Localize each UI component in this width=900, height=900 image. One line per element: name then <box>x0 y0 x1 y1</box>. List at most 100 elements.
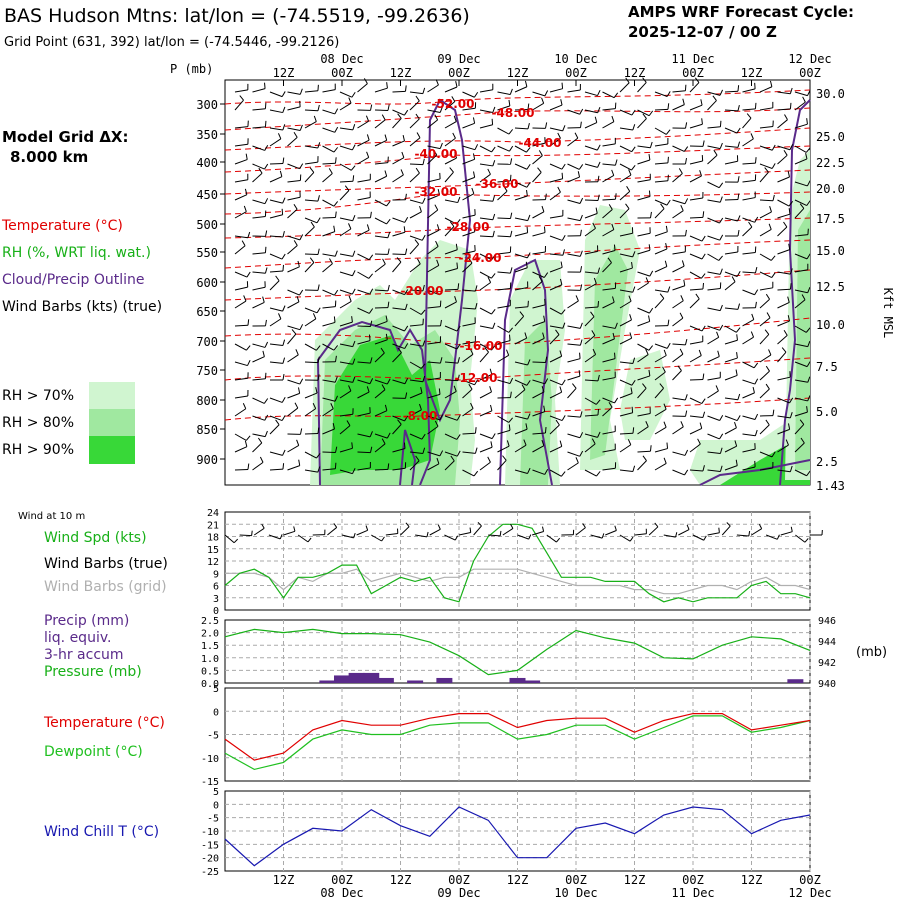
time-tick-label: 12Z <box>273 873 295 887</box>
wind-barb <box>689 411 706 418</box>
surface-wind-barb <box>648 522 659 536</box>
wind-barb <box>374 134 388 147</box>
wind-barb <box>392 347 402 363</box>
wind-barb <box>339 376 356 383</box>
wind-barb <box>777 330 788 345</box>
wind-barb <box>269 253 286 260</box>
wind-barb <box>549 209 564 219</box>
wind-barb <box>322 145 339 153</box>
wind-barb <box>339 163 356 171</box>
wind-barb <box>619 406 634 417</box>
forecast-cycle-label: AMPS WRF Forecast Cycle: <box>628 3 854 21</box>
wind-barb <box>409 284 425 292</box>
time-tick-label: 00Z <box>331 66 353 80</box>
wind-barb <box>462 102 477 111</box>
wind-barb <box>549 440 563 453</box>
wind-barb <box>724 141 741 148</box>
wind-barb <box>794 263 809 273</box>
wind-barb <box>322 126 339 133</box>
surface-wind-barb <box>590 533 605 539</box>
y-tick-label: 0.5 <box>201 666 219 677</box>
wind-barb <box>374 432 391 439</box>
wind-barb <box>514 145 531 153</box>
wind-barb <box>234 205 247 219</box>
wind-barb <box>567 432 584 439</box>
wind-barb <box>514 332 528 345</box>
time-tick-label: 00Z <box>448 873 470 887</box>
wind-barb <box>479 253 496 261</box>
wind-barb <box>374 384 386 399</box>
wind-barb <box>497 267 513 274</box>
wind-barb <box>584 469 601 477</box>
wind-barb <box>514 189 528 201</box>
y-tick-label: 6 <box>213 582 219 593</box>
surface-wind-barb <box>312 529 326 536</box>
wind-barb <box>724 215 741 222</box>
wind-barb <box>549 307 566 315</box>
precip-bar <box>436 677 453 683</box>
wind-barb <box>374 217 391 225</box>
wind-barb <box>549 99 563 111</box>
wind-barb <box>479 343 496 351</box>
precip-bar <box>363 672 380 683</box>
wind-barb <box>479 160 496 167</box>
wind-barb <box>707 304 723 312</box>
wind-barb <box>707 350 720 363</box>
wind-barb <box>567 121 582 129</box>
pressure-unit: (mb) <box>856 645 887 660</box>
wind-barb <box>637 445 652 453</box>
wind-barb <box>462 209 476 219</box>
wind-barb <box>234 463 250 471</box>
wind-barb <box>742 313 755 327</box>
wind-barb <box>549 82 564 93</box>
wind-barb <box>234 403 247 417</box>
cross-section-axes: 300 350 400 450 500 550 600 650 700 750 800 850 900 3… <box>196 52 845 493</box>
wind-barb <box>269 106 286 114</box>
surface-wind-barb <box>678 524 690 536</box>
wind-barb <box>759 349 772 363</box>
wind-barb <box>602 159 618 166</box>
wind-barb <box>357 78 368 93</box>
wind-barb <box>252 437 263 453</box>
wind-barb <box>444 343 461 350</box>
wind-barb <box>252 82 266 93</box>
legend-cloud: Cloud/Precip Outline <box>2 272 145 288</box>
wind-barb <box>724 155 739 165</box>
height-tick-label: 5.0 <box>816 405 838 419</box>
wind-barb <box>374 333 388 345</box>
time-tick-label: 12Z <box>507 873 529 887</box>
wind-barb <box>322 355 337 363</box>
wind-barb <box>252 267 268 274</box>
wind-barb <box>654 137 669 147</box>
grid-point-subtitle: Grid Point (631, 392) lat/lon = (-74.544… <box>4 35 339 50</box>
surface-wind-barb <box>546 534 561 543</box>
dewpoint-line <box>224 715 811 771</box>
y-tick-label: -10 <box>201 827 219 838</box>
wind-barb <box>584 438 596 453</box>
wind-barb <box>619 203 630 219</box>
wind-barb <box>794 361 811 368</box>
wind-barb <box>462 91 479 98</box>
wind-barb <box>759 293 771 309</box>
wind-barb <box>392 193 407 201</box>
wind-barb <box>619 387 633 399</box>
wind-barb <box>374 231 391 239</box>
wind-barb <box>689 192 704 201</box>
wind-barb <box>672 295 684 309</box>
wind-barb <box>707 181 724 189</box>
wind-barb <box>392 303 408 311</box>
wind-barb <box>654 383 664 399</box>
wind-barb <box>287 163 304 170</box>
pressure-line <box>224 628 811 676</box>
wind-barb <box>672 421 684 435</box>
wind-barb <box>532 246 546 255</box>
wind-barb <box>759 409 775 417</box>
legend-precip: Precip (mm) <box>44 613 129 629</box>
temperature-contour-label: -36.00 <box>476 177 519 191</box>
wind-barb <box>742 301 757 309</box>
wind-barb <box>689 397 706 405</box>
wind-barb <box>304 142 321 149</box>
wind-barb <box>689 271 706 279</box>
wind-barb <box>514 379 531 386</box>
